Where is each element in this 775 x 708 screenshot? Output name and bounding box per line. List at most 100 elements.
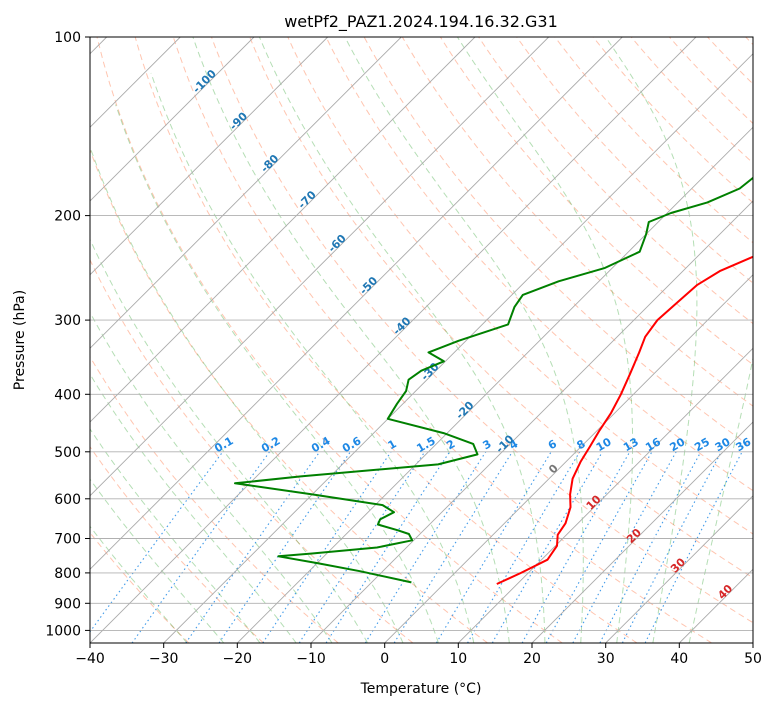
dry-adiabat-label: 40 — [715, 582, 735, 602]
mixing-ratio-label: 2 — [444, 437, 457, 452]
dry-adiabat — [554, 37, 753, 244]
dry-adiabat — [707, 37, 753, 85]
y-tick-label: 800 — [54, 566, 81, 582]
mixing-ratio-label: 8 — [574, 437, 587, 452]
moist-adiabat — [688, 356, 753, 643]
moist-adiabat — [605, 37, 698, 643]
isotherm-line — [457, 347, 753, 643]
background-lines — [90, 37, 753, 643]
mixing-ratio-line — [467, 451, 581, 643]
moist-adiabat — [90, 478, 225, 643]
data-lines — [234, 176, 753, 585]
mixing-ratio-label: 3 — [480, 437, 493, 452]
isotherm-line — [310, 200, 753, 643]
y-tick-label: 600 — [54, 492, 81, 508]
dry-adiabat — [325, 37, 753, 492]
x-tick-label: −10 — [296, 651, 326, 667]
mixing-ratio-line — [393, 451, 513, 643]
dry-adiabat — [96, 37, 563, 643]
chart-title: wetPf2_PAZ1.2024.194.16.32.G31 — [284, 12, 558, 32]
x-tick-label: 40 — [670, 651, 688, 667]
mixing-ratio-line — [185, 451, 321, 643]
moist-adiabat — [90, 525, 188, 643]
moist-adiabat — [90, 238, 369, 643]
dry-adiabat — [745, 37, 753, 46]
x-tick-label: 50 — [744, 651, 762, 667]
x-tick-label: −20 — [223, 651, 253, 667]
dry-adiabat — [90, 445, 264, 643]
isotherm-line — [90, 37, 329, 276]
y-tick-label: 300 — [54, 313, 81, 329]
dewpoint-profile-line — [234, 176, 753, 584]
isotherm-line — [531, 421, 753, 643]
moist-adiabat-label: -20 — [453, 399, 476, 422]
mixing-ratio-line — [325, 451, 451, 643]
dry-adiabat — [90, 148, 488, 643]
moist-adiabat — [192, 37, 510, 643]
mixing-ratio-line — [218, 451, 351, 643]
y-tick-label: 900 — [54, 596, 81, 612]
y-tick-label: 1000 — [45, 623, 81, 639]
mixing-ratio-line — [572, 451, 677, 643]
mixing-ratio-line — [521, 451, 631, 643]
mixing-ratio-line — [644, 451, 743, 643]
dry-adiabat — [90, 531, 190, 643]
dry-adiabat — [134, 37, 638, 643]
isotherm-line — [90, 37, 476, 423]
x-axis-label: Temperature (°C) — [360, 681, 482, 697]
moist-adiabat — [344, 37, 584, 643]
x-tick-label: 10 — [449, 651, 467, 667]
moist-adiabat-label: -40 — [390, 314, 413, 337]
mixing-ratio-line — [599, 451, 702, 643]
moist-adiabat — [90, 311, 333, 643]
x-tick-label: 0 — [380, 651, 389, 667]
y-tick-label: 200 — [54, 209, 81, 225]
y-axis-label: Pressure (hPa) — [12, 290, 28, 390]
y-tick-label: 500 — [54, 445, 81, 461]
dry-adiabat — [592, 37, 753, 204]
temperature-profile-line — [496, 255, 753, 585]
y-axis: 100 200 300 400 500 600 700 800 900 1000 — [45, 30, 90, 639]
isotherm-line — [90, 37, 255, 202]
moist-adiabat-label: -60 — [326, 232, 349, 255]
x-axis: −40 −30 −20 −10 0 10 20 30 40 50 — [75, 643, 762, 667]
mixing-ratio-label: 6 — [546, 437, 559, 452]
moist-adiabat-label: -70 — [296, 188, 319, 211]
dry-adiabat — [669, 37, 753, 125]
mixing-ratio-line — [364, 451, 487, 643]
x-tick-label: 30 — [597, 651, 615, 667]
isotherm-line — [163, 53, 753, 643]
dry-adiabat — [172, 37, 712, 643]
isotherm-line — [605, 495, 753, 643]
y-tick-label: 700 — [54, 532, 81, 548]
y-tick-label: 100 — [54, 30, 81, 46]
moist-adiabat — [90, 373, 297, 643]
isotherm-line — [90, 37, 697, 643]
isotherm-line — [678, 568, 753, 643]
dry-adiabat-label: 10 — [584, 492, 604, 512]
dry-adiabat — [516, 37, 753, 284]
moist-adiabat — [258, 37, 546, 643]
mixing-ratio-line — [545, 451, 653, 643]
moist-adiabat-label: -80 — [258, 152, 281, 175]
moist-adiabat — [150, 72, 475, 643]
isotherm-line — [90, 37, 550, 497]
isotherm-line — [384, 274, 753, 643]
isotherm-line — [752, 642, 753, 643]
moist-adiabat-label: -90 — [227, 109, 250, 132]
isotherm-line — [90, 37, 623, 570]
isotherm-line — [90, 37, 402, 349]
moist-adiabat-label: -100 — [190, 67, 219, 96]
x-tick-label: −30 — [149, 651, 179, 667]
dry-adiabat — [249, 37, 753, 579]
dry-adiabat — [439, 37, 753, 366]
mixing-ratio-line — [435, 451, 552, 643]
dry-adiabat — [90, 258, 414, 643]
dry-adiabat — [211, 37, 753, 624]
mixing-ratio-line — [262, 451, 392, 643]
y-tick-label: 400 — [54, 387, 81, 403]
dry-adiabat — [90, 355, 339, 643]
dry-adiabat-label: 20 — [624, 526, 644, 546]
isotherm-line — [236, 126, 753, 643]
